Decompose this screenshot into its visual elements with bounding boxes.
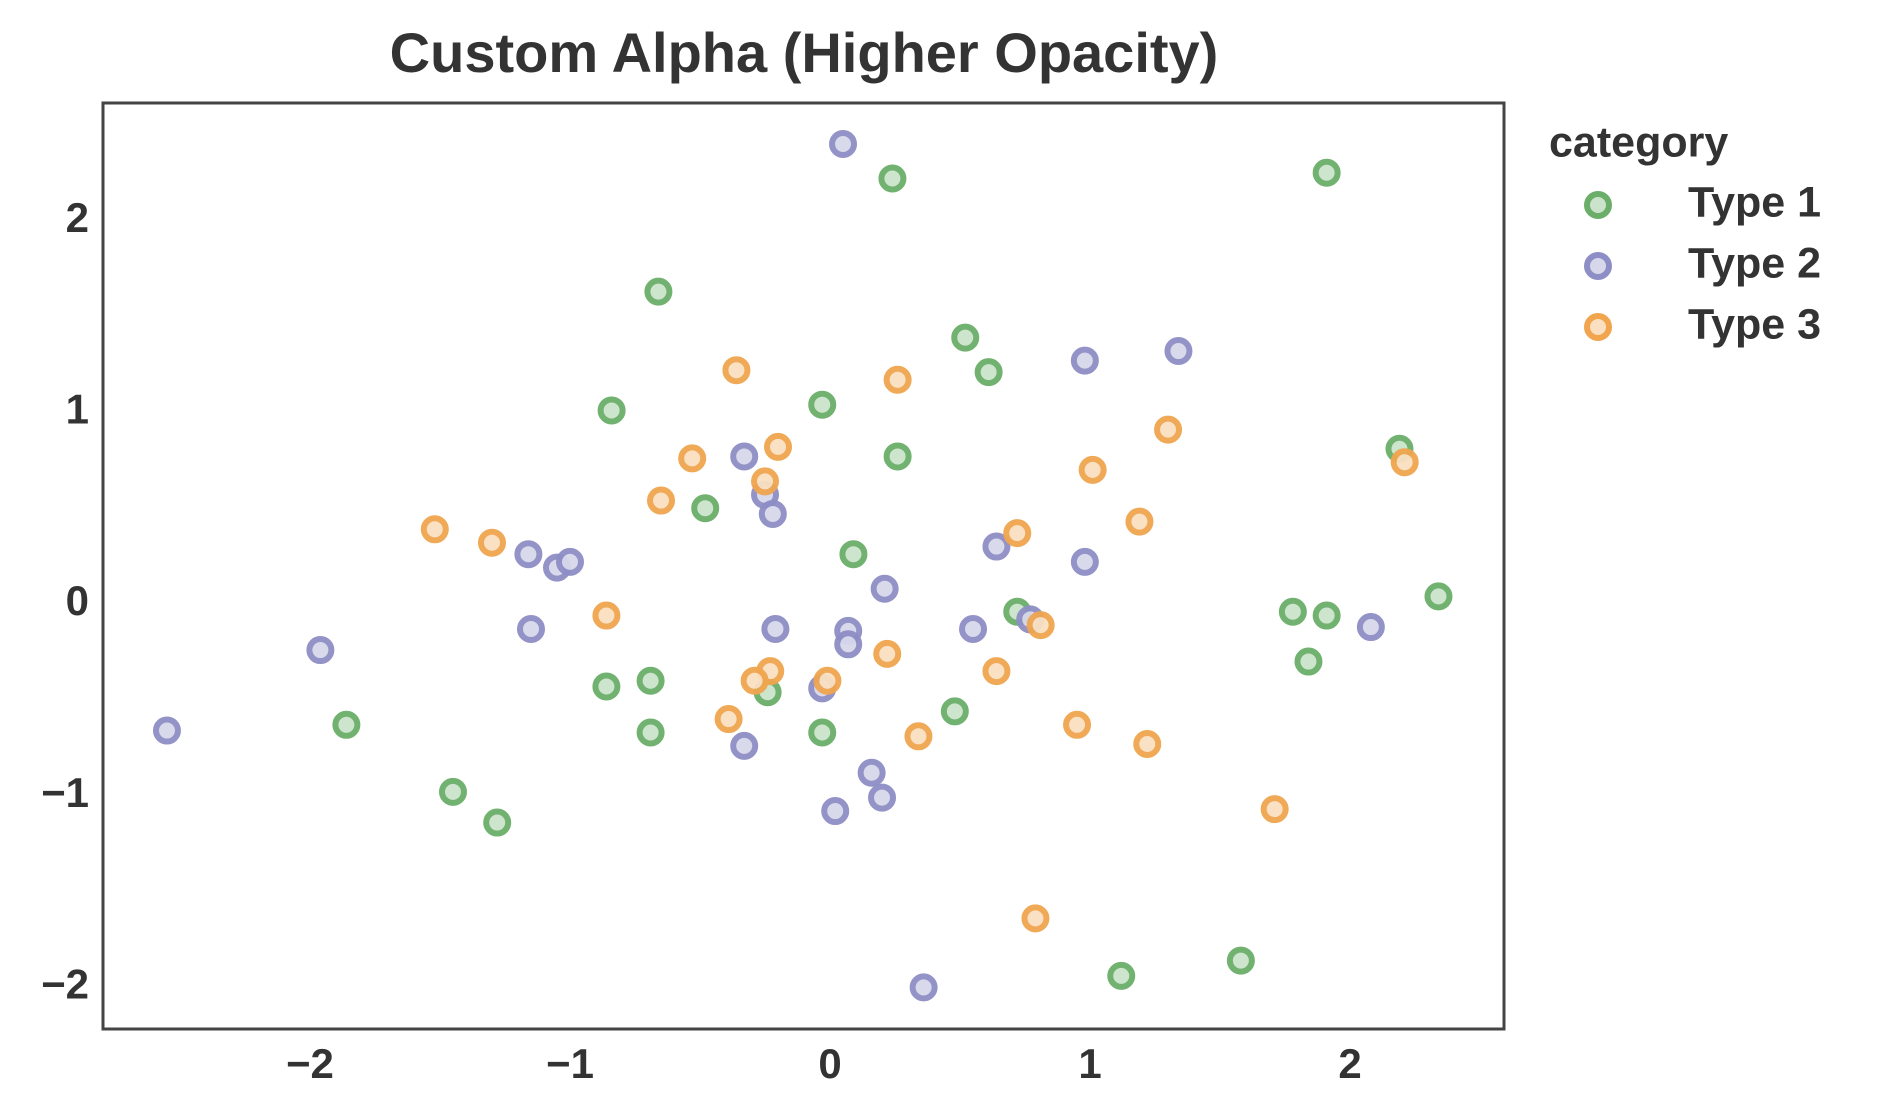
point — [1021, 904, 1050, 933]
point — [1226, 946, 1255, 975]
point — [636, 666, 665, 695]
y-tick-label: −2 — [41, 960, 89, 1007]
point — [556, 547, 584, 576]
point — [1026, 611, 1055, 640]
point — [870, 574, 899, 603]
legend-marker — [1584, 313, 1612, 341]
point — [1133, 729, 1162, 758]
point — [1424, 582, 1453, 611]
point — [332, 710, 361, 739]
chart-title: Custom Alpha (Higher Opacity) — [390, 21, 1219, 84]
point — [1063, 710, 1092, 739]
point — [597, 396, 626, 425]
point — [1070, 346, 1099, 375]
point — [592, 672, 621, 701]
point — [730, 731, 759, 760]
x-tick-label: −2 — [286, 1040, 334, 1087]
point — [1390, 448, 1419, 477]
point — [974, 358, 1003, 387]
point — [1164, 337, 1193, 366]
point — [857, 758, 886, 787]
point — [904, 722, 933, 751]
point — [730, 442, 759, 471]
point — [740, 666, 769, 695]
point — [808, 390, 837, 419]
point — [940, 697, 969, 726]
point — [722, 356, 751, 385]
point — [951, 323, 980, 352]
point — [909, 973, 938, 1002]
y-tick-label: 1 — [66, 385, 89, 432]
point — [1125, 507, 1154, 536]
point — [873, 639, 902, 668]
legend-marker — [1584, 252, 1612, 280]
point — [483, 808, 512, 837]
point — [636, 718, 665, 747]
y-tick-label: −1 — [41, 769, 89, 816]
point — [438, 777, 467, 806]
x-tick-label: 0 — [818, 1040, 841, 1087]
y-tick-label: 0 — [66, 577, 89, 624]
point — [868, 783, 897, 812]
plot-frame — [101, 101, 1506, 1031]
legend-label: Type 3 — [1688, 300, 1821, 348]
point — [516, 614, 545, 643]
legend-marker — [1584, 191, 1612, 219]
point — [761, 614, 790, 643]
point — [1278, 597, 1307, 626]
point — [1078, 455, 1107, 484]
legend-title: category — [1549, 118, 1728, 166]
point — [1312, 601, 1341, 630]
point — [1070, 547, 1099, 576]
point — [714, 705, 743, 734]
point — [813, 666, 842, 695]
point — [878, 164, 907, 193]
point — [839, 540, 868, 569]
point — [644, 277, 673, 306]
point — [678, 444, 707, 473]
point — [982, 657, 1011, 686]
point — [647, 486, 676, 515]
point — [691, 494, 720, 523]
point — [514, 540, 543, 569]
x-tick-label: 2 — [1338, 1040, 1361, 1087]
point — [808, 718, 837, 747]
point — [883, 365, 912, 394]
point — [758, 499, 787, 528]
point — [821, 797, 850, 826]
point — [306, 636, 335, 665]
point — [834, 630, 863, 659]
point — [764, 432, 793, 461]
legend-label: Type 2 — [1688, 239, 1821, 287]
point — [1154, 415, 1183, 444]
point — [982, 532, 1011, 561]
y-tick-label: 2 — [66, 194, 89, 241]
point — [1107, 961, 1136, 990]
point — [1312, 158, 1341, 187]
point — [829, 130, 858, 159]
x-tick-label: 1 — [1078, 1040, 1101, 1087]
x-tick-label: −1 — [546, 1040, 594, 1087]
point — [751, 467, 780, 496]
point — [420, 515, 449, 544]
point — [959, 614, 988, 643]
point — [883, 442, 912, 471]
point — [152, 716, 181, 745]
point — [1294, 647, 1323, 676]
legend-label: Type 1 — [1688, 178, 1821, 226]
point — [1356, 613, 1385, 642]
point — [1003, 519, 1032, 548]
point — [592, 601, 621, 630]
point — [477, 528, 506, 557]
point — [1260, 795, 1289, 824]
